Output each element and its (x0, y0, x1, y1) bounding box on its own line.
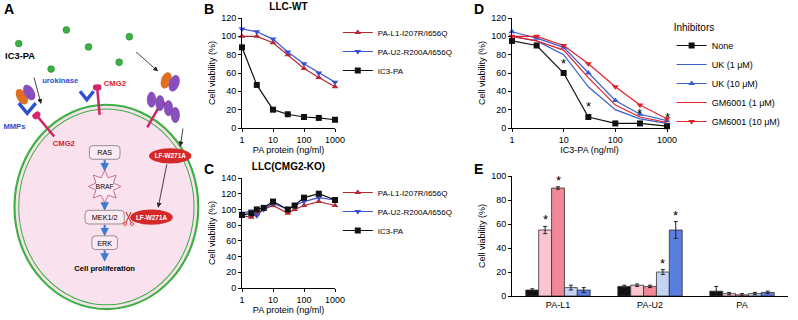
svg-text:120: 120 (221, 13, 236, 23)
svg-text:Cell viability (%): Cell viability (%) (207, 41, 217, 105)
html-text:A: A (4, 1, 15, 17)
svg-text:0: 0 (501, 123, 506, 133)
svg-text:60: 60 (496, 68, 506, 78)
svg-text:IC3-PA (ng/ml): IC3-PA (ng/ml) (560, 145, 618, 155)
html-text:B: B (204, 1, 215, 17)
svg-text:0: 0 (501, 291, 506, 301)
svg-text:*: * (556, 173, 561, 188)
svg-text:*: * (637, 106, 642, 121)
svg-text:1000: 1000 (325, 295, 345, 305)
svg-text:PA-L1-I207R/I656Q: PA-L1-I207R/I656Q (378, 29, 448, 38)
svg-text:1000: 1000 (657, 135, 677, 145)
svg-text:GM6001 (1 μM): GM6001 (1 μM) (712, 98, 775, 108)
svg-text:Cell viability (%): Cell viability (%) (207, 201, 217, 265)
svg-text:PA-L1-I207R/I656Q: PA-L1-I207R/I656Q (378, 189, 448, 198)
svg-text:20: 20 (496, 105, 506, 115)
svg-text:None: None (712, 41, 734, 51)
svg-text:Cell viability (%): Cell viability (%) (477, 204, 487, 268)
svg-text:100: 100 (296, 135, 311, 145)
svg-text:20: 20 (226, 105, 236, 115)
svg-text:40: 40 (226, 252, 236, 262)
svg-text:PA protein (ng/ml): PA protein (ng/ml) (253, 145, 324, 155)
svg-text:LF-W271A: LF-W271A (136, 214, 168, 221)
svg-text:LLC(CMG2-KO): LLC(CMG2-KO) (252, 161, 325, 172)
svg-text:*: * (660, 256, 665, 271)
svg-text:*: * (673, 208, 678, 223)
svg-text:LLC-WT: LLC-WT (269, 1, 307, 12)
svg-text:60: 60 (226, 68, 236, 78)
svg-text:*: * (665, 110, 670, 125)
svg-text:60: 60 (496, 219, 506, 229)
svg-text:100: 100 (296, 295, 311, 305)
svg-text:GM6001 (10 μM): GM6001 (10 μM) (712, 117, 780, 127)
svg-text:40: 40 (226, 86, 236, 96)
svg-text:0: 0 (231, 123, 236, 133)
svg-text:100: 100 (221, 31, 236, 41)
svg-text:140: 140 (221, 173, 236, 183)
html-text:E: E (474, 161, 484, 177)
svg-text:CMG2: CMG2 (53, 139, 75, 148)
svg-text:100: 100 (221, 205, 236, 215)
svg-text:RAS: RAS (97, 148, 112, 157)
svg-text:PA protein (ng/ml): PA protein (ng/ml) (253, 305, 324, 315)
svg-text:PA-U2-R200A/I656Q: PA-U2-R200A/I656Q (378, 208, 452, 217)
svg-text:*: * (586, 99, 591, 114)
svg-text:IC3-PA: IC3-PA (5, 51, 35, 61)
html-text:D: D (474, 1, 485, 17)
svg-text:UK (1 μM): UK (1 μM) (712, 60, 753, 70)
svg-text:20: 20 (226, 267, 236, 277)
svg-text:IC3-PA: IC3-PA (378, 67, 404, 76)
svg-text:Inhibitors: Inhibitors (674, 22, 715, 33)
svg-text:120: 120 (491, 13, 506, 23)
svg-text:Cell viability (%): Cell viability (%) (477, 41, 487, 105)
svg-text:80: 80 (226, 220, 236, 230)
svg-text:urokinase: urokinase (42, 76, 78, 85)
svg-text:80: 80 (496, 50, 506, 60)
svg-text:PA-L1: PA-L1 (546, 300, 570, 310)
svg-text:0: 0 (231, 283, 236, 293)
svg-text:1: 1 (509, 135, 514, 145)
svg-text:ERK: ERK (97, 239, 112, 248)
svg-text:LF-W271A: LF-W271A (155, 152, 187, 159)
svg-text:UK (10 μM): UK (10 μM) (712, 79, 758, 89)
svg-text:PA-U2-R200A/I656Q: PA-U2-R200A/I656Q (378, 48, 452, 57)
svg-text:20: 20 (496, 267, 506, 277)
svg-text:1000: 1000 (325, 135, 345, 145)
svg-text:60: 60 (226, 236, 236, 246)
svg-text:80: 80 (496, 195, 506, 205)
svg-text:100: 100 (608, 135, 623, 145)
svg-text:100: 100 (491, 171, 506, 181)
svg-text:120: 120 (221, 189, 236, 199)
html-text:C: C (204, 161, 215, 177)
svg-text:IC3-PA: IC3-PA (378, 227, 404, 236)
svg-text:BRAF: BRAF (96, 183, 114, 190)
svg-text:40: 40 (496, 243, 506, 253)
svg-text:*: * (561, 56, 566, 71)
svg-text:40: 40 (496, 86, 506, 96)
svg-text:PA-U2: PA-U2 (637, 300, 663, 310)
svg-text:10: 10 (268, 295, 278, 305)
svg-text:*: * (543, 212, 548, 227)
svg-text:CMG2: CMG2 (104, 79, 126, 88)
svg-text:100: 100 (491, 31, 506, 41)
svg-text:1: 1 (239, 295, 244, 305)
svg-text:80: 80 (226, 50, 236, 60)
svg-text:MMPs: MMPs (3, 122, 25, 131)
svg-text:Cell proliferation: Cell proliferation (74, 264, 135, 273)
svg-text:MEK1/2: MEK1/2 (92, 213, 118, 222)
svg-text:PA: PA (736, 300, 747, 310)
svg-text:10: 10 (559, 135, 569, 145)
svg-text:10: 10 (268, 135, 278, 145)
svg-text:1: 1 (239, 135, 244, 145)
